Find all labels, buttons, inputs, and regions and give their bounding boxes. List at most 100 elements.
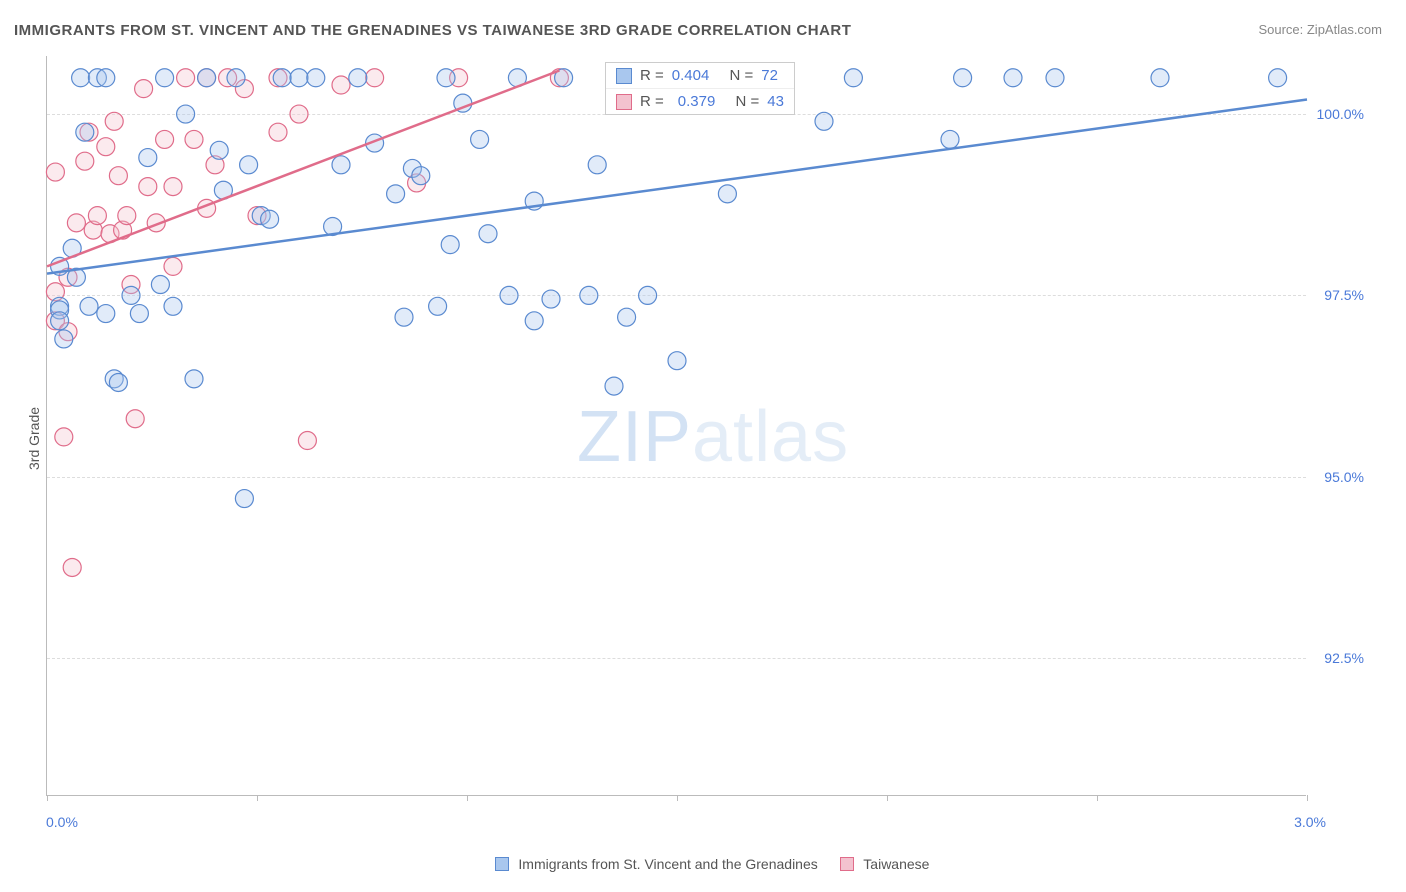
data-point [55,330,73,348]
data-point [177,69,195,87]
data-point [1269,69,1287,87]
data-point [63,558,81,576]
data-point [618,308,636,326]
data-point [164,257,182,275]
data-point [109,373,127,391]
source-label: Source: ZipAtlas.com [1258,22,1382,37]
data-point [185,370,203,388]
data-point [290,105,308,123]
data-point [185,130,203,148]
data-point [97,305,115,323]
y-tick-label: 92.5% [1324,650,1364,666]
data-point [718,185,736,203]
x-tick [1307,795,1308,801]
data-point [815,112,833,130]
stats-row-series1: R = 0.404 N = 72 [606,63,794,88]
stats-R-value-1: 0.404 [672,67,710,84]
legend-label-series1: Immigrants from St. Vincent and the Gren… [518,856,817,872]
data-point [156,69,174,87]
data-point [1004,69,1022,87]
data-point [332,156,350,174]
data-point [76,152,94,170]
data-point [525,312,543,330]
y-tick-label: 95.0% [1324,469,1364,485]
data-point [307,69,325,87]
data-point [429,297,447,315]
plot-area: ZIPatlas 92.5%95.0%97.5%100.0% R = 0.404… [46,56,1306,796]
y-tick-label: 97.5% [1324,287,1364,303]
data-point [240,156,258,174]
data-point [51,312,69,330]
data-point [580,286,598,304]
data-point [235,490,253,508]
data-point [1151,69,1169,87]
data-point [210,141,228,159]
data-point [227,69,245,87]
stats-N-label: N = [729,67,753,84]
data-point [1046,69,1064,87]
stats-R-label: R = [640,67,664,84]
data-point [479,225,497,243]
chart-title: IMMIGRANTS FROM ST. VINCENT AND THE GREN… [14,22,851,39]
data-point [941,130,959,148]
data-point [395,308,413,326]
legend-swatch-series2 [840,857,854,871]
data-point [954,69,972,87]
data-point [46,163,64,181]
data-point [97,138,115,156]
data-point [269,123,287,141]
data-point [122,286,140,304]
data-point [72,69,90,87]
legend-swatch-series1 [495,857,509,871]
data-point [76,123,94,141]
data-point [471,130,489,148]
data-point [588,156,606,174]
data-point [332,76,350,94]
data-point [164,178,182,196]
data-point [273,69,291,87]
data-point [412,167,430,185]
trend-line [47,100,1307,274]
data-point [441,236,459,254]
data-point [298,432,316,450]
x-tick-label-right: 3.0% [1294,814,1326,830]
data-point [80,297,98,315]
data-point [118,207,136,225]
data-point [290,69,308,87]
swatch-series2 [616,94,632,110]
data-point [156,130,174,148]
data-point [500,286,518,304]
data-point [542,290,560,308]
data-point [151,276,169,294]
data-point [126,410,144,428]
y-axis-title: 3rd Grade [26,407,42,470]
source-prefix: Source: [1258,22,1306,37]
stats-R-label: R = [640,93,664,110]
data-point [139,178,157,196]
scatter-svg [47,56,1307,796]
data-point [198,69,216,87]
data-point [105,112,123,130]
stats-N-value-1: 72 [761,67,778,84]
stats-N-value-2: 43 [767,93,784,110]
data-point [164,297,182,315]
y-tick-label: 100.0% [1317,106,1364,122]
legend-bottom: Immigrants from St. Vincent and the Gren… [0,856,1406,872]
stats-R-value-2: 0.379 [678,93,716,110]
data-point [844,69,862,87]
data-point [639,286,657,304]
data-point [88,207,106,225]
data-point [109,167,127,185]
data-point [135,80,153,98]
source-text: ZipAtlas.com [1307,22,1382,37]
stats-N-label: N = [735,93,759,110]
data-point [55,428,73,446]
data-point [97,69,115,87]
data-point [437,69,455,87]
stats-row-series2: R = 0.379 N = 43 [606,88,794,114]
data-point [349,69,367,87]
data-point [67,214,85,232]
data-point [605,377,623,395]
stats-legend-box: R = 0.404 N = 72 R = 0.379 N = 43 [605,62,795,115]
data-point [130,305,148,323]
